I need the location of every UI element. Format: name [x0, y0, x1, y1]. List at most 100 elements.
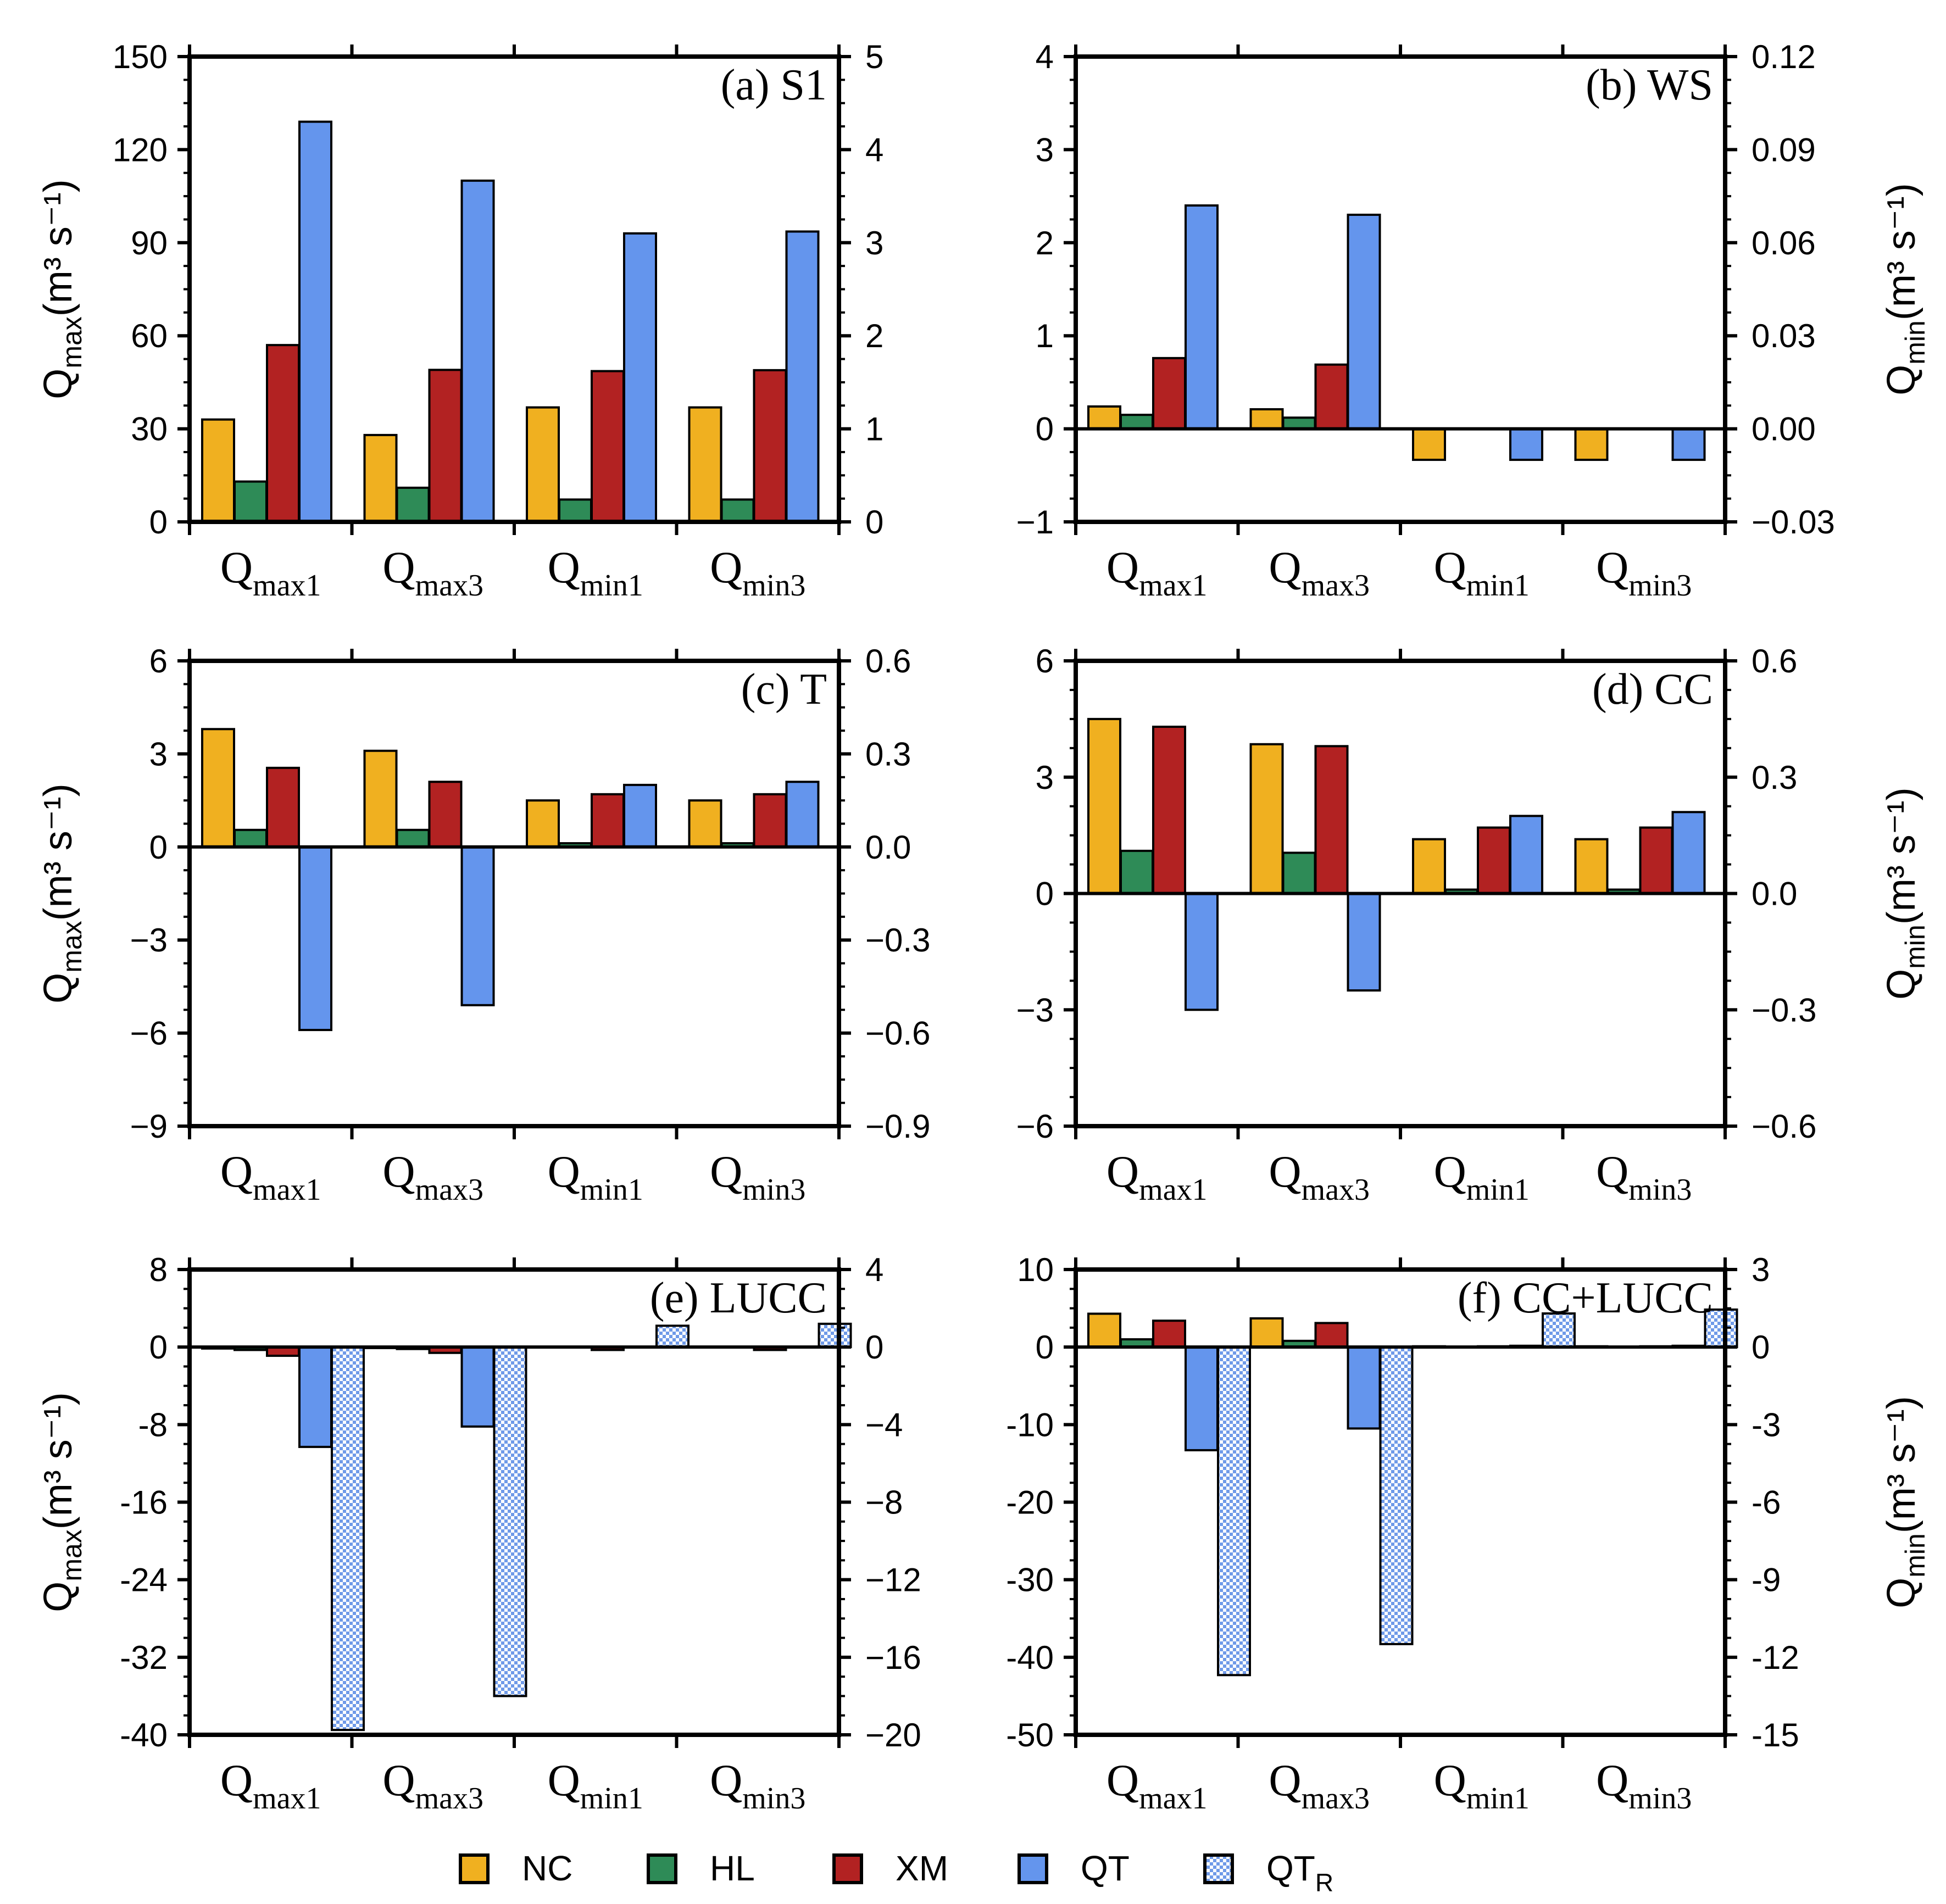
left-tick-label: -40 — [120, 1717, 168, 1753]
left-tick-label: 3 — [1036, 759, 1054, 796]
bar-e-QT_R-max3 — [493, 1346, 527, 1697]
bar-b-HL-max3 — [1282, 416, 1316, 430]
bar-e-QT-max1 — [298, 1346, 332, 1448]
right-tick-label: −16 — [865, 1639, 921, 1676]
category-label-max3: Qmax3 — [1269, 1146, 1370, 1207]
bar-a-XM-max3 — [428, 369, 463, 524]
bar-d-XM-max3 — [1314, 745, 1349, 895]
category-label-min3: Qmin3 — [710, 1146, 805, 1207]
legend-swatch — [459, 1853, 490, 1884]
bar-d-NC-min3 — [1574, 838, 1609, 895]
bar-b-NC-min3 — [1574, 427, 1609, 461]
left-tick-label: -10 — [1006, 1406, 1054, 1443]
bar-b-XM-max1 — [1152, 357, 1186, 430]
bar-d-NC-max1 — [1087, 717, 1121, 895]
legend: NC HL XM QT QTR — [459, 1849, 1333, 1897]
right-tick-label: −0.9 — [865, 1108, 930, 1145]
bar-d-NC-min1 — [1412, 838, 1446, 895]
category-label-max3: Qmax3 — [382, 542, 483, 603]
right-tick-label: −0.3 — [865, 922, 930, 959]
bar-a-QT-max1 — [298, 120, 332, 523]
legend-item-XM: XM — [832, 1849, 948, 1888]
bar-d-QT-max1 — [1185, 892, 1219, 1011]
legend-item-HL: HL — [647, 1849, 755, 1888]
bar-b-NC-max3 — [1249, 408, 1284, 430]
panel-e-bars — [201, 1322, 852, 1732]
bar-c-NC-min1 — [526, 799, 560, 848]
category-label-max1: Qmax1 — [220, 1146, 321, 1207]
left-tick-label: -40 — [1006, 1639, 1054, 1676]
bar-f-XM-max1 — [1152, 1320, 1186, 1349]
right-tick-label: 0.6 — [1752, 643, 1797, 680]
category-label-min1: Qmin1 — [1434, 1755, 1530, 1816]
right-tick-label: 3 — [865, 225, 883, 261]
left-tick-label: -16 — [120, 1484, 168, 1521]
bar-b-QT-min3 — [1671, 427, 1706, 461]
category-label-min3: Qmin3 — [1596, 1755, 1692, 1816]
bar-c-NC-max3 — [363, 749, 398, 848]
bar-a-QT-min3 — [785, 230, 820, 523]
bar-b-QT-min1 — [1509, 427, 1543, 461]
left-tick-label: 30 — [131, 411, 168, 448]
bar-d-HL-max1 — [1120, 849, 1154, 895]
category-label-max1: Qmax1 — [1107, 542, 1208, 603]
bar-b-NC-max1 — [1087, 405, 1121, 430]
bar-c-XM-min1 — [591, 793, 625, 848]
bar-a-NC-min3 — [688, 406, 722, 523]
right-tick-label: 0 — [865, 504, 883, 541]
bar-e-QT_R-min3 — [818, 1322, 852, 1349]
bar-c-XM-max1 — [266, 766, 300, 848]
right-tick-label: -9 — [1752, 1562, 1781, 1599]
bar-e-QT_R-min1 — [655, 1324, 690, 1349]
category-label-max1: Qmax1 — [220, 542, 321, 603]
panel-title: (a) S1 — [721, 61, 827, 109]
bar-a-XM-min1 — [591, 370, 625, 524]
left-tick-label: 120 — [113, 131, 168, 168]
right-axis-label: Qmin(m³ s⁻¹) — [1880, 1396, 1931, 1608]
left-axis-label: Qmax(m³ s⁻¹) — [36, 179, 87, 399]
bar-d-XM-min1 — [1477, 826, 1511, 895]
bar-b-QT-max3 — [1347, 213, 1381, 430]
bar-a-XM-min3 — [753, 369, 787, 523]
right-axis-label: Qmin(m³ s⁻¹) — [1880, 183, 1931, 395]
right-tick-label: 4 — [865, 131, 883, 168]
bar-c-NC-min3 — [688, 799, 722, 848]
left-tick-label: −9 — [130, 1108, 168, 1145]
bar-d-QT-min1 — [1509, 815, 1543, 895]
right-tick-label: -3 — [1752, 1406, 1781, 1443]
left-tick-label: -8 — [138, 1406, 168, 1443]
legend-item-NC: NC — [459, 1849, 572, 1888]
bar-c-HL-max3 — [396, 828, 430, 848]
right-tick-label: −0.6 — [865, 1015, 930, 1052]
right-tick-label: 1 — [865, 411, 883, 448]
category-label-max1: Qmax1 — [1107, 1146, 1208, 1207]
panel-d-bars — [1087, 717, 1706, 1011]
left-tick-label: −6 — [130, 1015, 168, 1052]
right-tick-label: 0.3 — [865, 736, 911, 772]
bar-b-NC-min1 — [1412, 427, 1446, 461]
bar-a-NC-min1 — [526, 406, 560, 523]
panel-b-frame — [1074, 54, 1727, 524]
left-tick-label: 0 — [1036, 411, 1054, 448]
bar-a-NC-max1 — [201, 418, 235, 523]
bar-a-HL-min1 — [558, 498, 592, 523]
bar-c-XM-min3 — [753, 793, 787, 848]
panel-c-bars — [201, 728, 820, 1031]
right-tick-label: −20 — [865, 1717, 921, 1753]
panel-d: 6 3 0 −3 −6 0.6 0.3 0.0 −0.3 −0.6 Qmax1 Qmax3 Qmin1 Q… — [1016, 643, 1931, 1207]
category-label-max1: Qmax1 — [220, 1755, 321, 1816]
right-tick-label: 0.0 — [1752, 876, 1797, 912]
legend-swatch — [832, 1853, 863, 1884]
left-tick-label: 6 — [149, 643, 168, 680]
left-tick-label: 2 — [1036, 225, 1054, 261]
bar-c-XM-max3 — [428, 781, 463, 848]
bar-a-QT-min1 — [623, 232, 657, 523]
category-label-max3: Qmax3 — [1269, 542, 1370, 603]
category-label-min1: Qmin1 — [548, 1146, 643, 1207]
right-tick-label: 0.00 — [1752, 411, 1816, 448]
right-tick-label: −0.6 — [1752, 1108, 1816, 1145]
left-tick-label: -30 — [1006, 1562, 1054, 1599]
legend-swatch — [647, 1853, 677, 1884]
left-tick-label: 4 — [1036, 38, 1054, 75]
